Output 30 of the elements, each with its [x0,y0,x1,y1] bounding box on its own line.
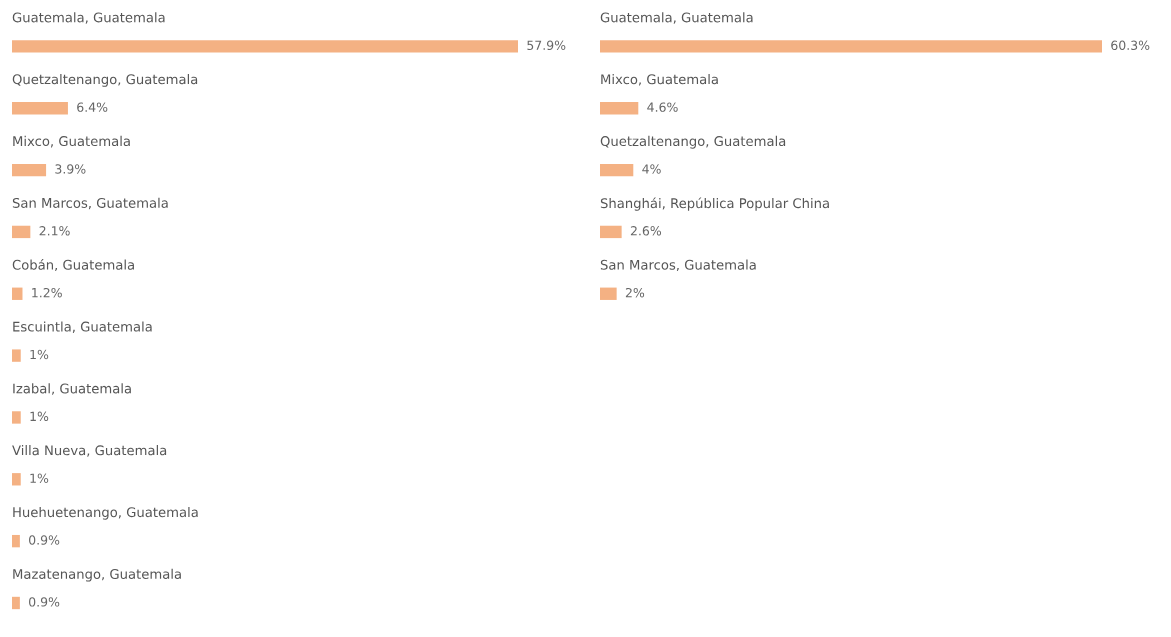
data-label: 1% [30,411,49,422]
y-tick-label: Mixco, Guatemala [601,74,718,86]
data-label: 0.9% [29,597,60,607]
y-tick-label: Villa Nueva, Guatemala [12,445,167,457]
data-label: 4.6% [647,102,678,112]
y-tick-label: Mazatenango, Guatemala [13,568,181,582]
data-label: 60.3% [1111,40,1150,51]
y-tick-label: Izabal, Guatemala [13,383,131,395]
y-tick-label: San Marcos, Guatemala [600,259,756,272]
y-tick-label: Guatemala, Guatemala [12,12,165,24]
y-tick-label: Cobán, Guatemala [12,259,134,272]
data-label: 2% [625,287,645,298]
data-label: 0.9% [29,535,60,545]
y-tick-label: Huehuetenango, Guatemala [13,506,198,520]
data-label: 1.2% [32,287,62,298]
y-tick-label: Shanghái, República Popular China [600,197,829,211]
y-tick-label: Escuintla, Guatemala [13,321,152,333]
y-tick-label: Quetzaltenango, Guatemala [12,74,198,87]
y-tick-label: Quetzaltenango, Guatemala [600,135,786,149]
data-label: 57.9% [527,40,566,51]
data-label: 3.9% [55,164,86,174]
data-label: 2.6% [630,226,662,236]
y-tick-label: Mixco, Guatemala [13,135,130,148]
data-label: 1% [30,349,49,360]
y-tick-label: Guatemala, Guatemala [600,12,753,24]
y-tick-label: San Marcos, Guatemala [12,197,168,210]
data-label: 6.4% [77,102,108,112]
data-label: 2.1% [39,226,70,236]
data-label: 1% [30,473,49,483]
data-label: 4% [642,164,661,174]
